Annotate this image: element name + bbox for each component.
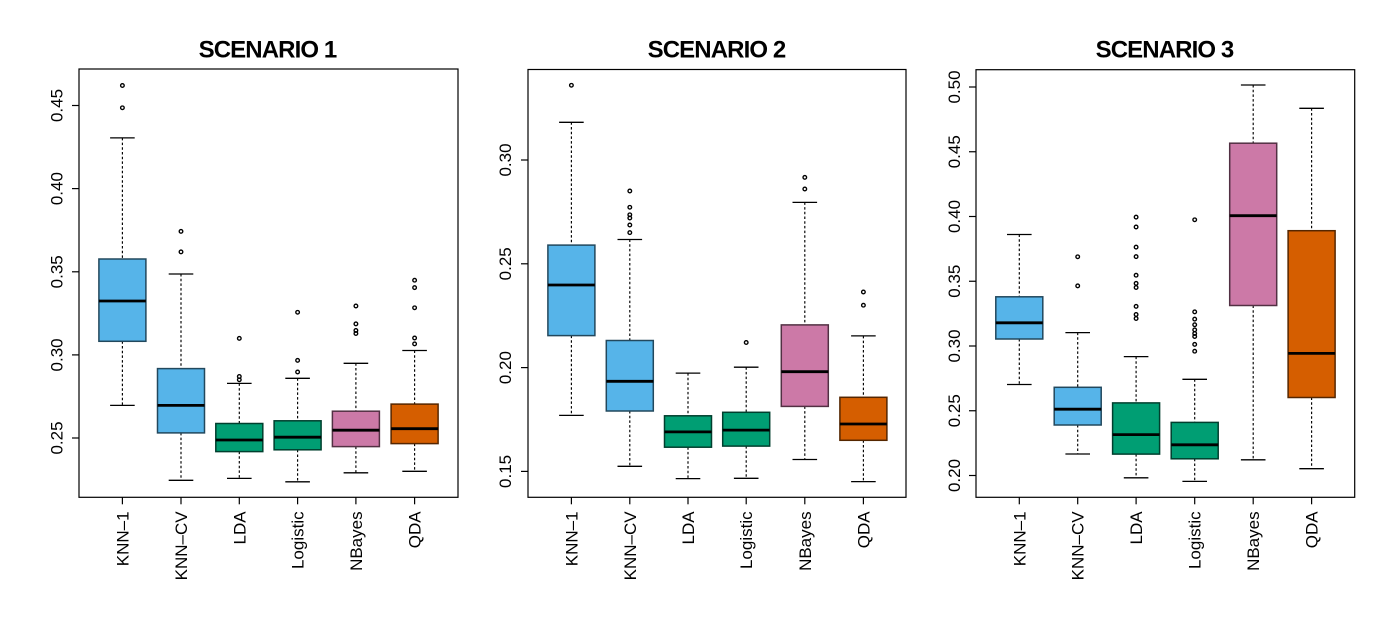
svg-text:0.40: 0.40: [945, 200, 964, 233]
svg-text:0.30: 0.30: [945, 329, 964, 362]
svg-text:0.20: 0.20: [945, 459, 964, 492]
svg-text:SCENARIO 1: SCENARIO 1: [199, 37, 337, 64]
svg-text:SCENARIO 2: SCENARIO 2: [648, 37, 786, 64]
svg-text:0.15: 0.15: [496, 455, 515, 488]
svg-text:Logistic: Logistic: [737, 511, 756, 569]
svg-text:LDA: LDA: [1127, 511, 1146, 545]
svg-text:LDA: LDA: [679, 511, 698, 545]
svg-text:0.30: 0.30: [48, 338, 67, 371]
svg-text:0.40: 0.40: [48, 172, 67, 205]
svg-text:SCENARIO 3: SCENARIO 3: [1096, 37, 1234, 64]
svg-text:Logistic: Logistic: [289, 511, 308, 569]
svg-text:KNN–1: KNN–1: [1010, 511, 1029, 566]
svg-text:NBayes: NBayes: [796, 511, 815, 571]
svg-text:0.20: 0.20: [496, 351, 515, 384]
svg-text:QDA: QDA: [854, 511, 873, 549]
svg-text:0.35: 0.35: [945, 265, 964, 298]
svg-text:QDA: QDA: [406, 511, 425, 549]
svg-text:KNN–1: KNN–1: [562, 511, 581, 566]
svg-text:0.25: 0.25: [945, 394, 964, 427]
svg-text:0.25: 0.25: [496, 247, 515, 280]
svg-text:0.45: 0.45: [48, 89, 67, 122]
svg-text:0.45: 0.45: [945, 135, 964, 168]
svg-text:NBayes: NBayes: [1244, 511, 1263, 571]
svg-text:Logistic: Logistic: [1186, 511, 1205, 569]
svg-text:KNN–CV: KNN–CV: [172, 511, 191, 581]
svg-text:KNN–CV: KNN–CV: [621, 511, 640, 581]
svg-text:0.50: 0.50: [945, 70, 964, 103]
svg-text:0.30: 0.30: [496, 143, 515, 176]
svg-text:0.25: 0.25: [48, 421, 67, 454]
svg-text:LDA: LDA: [230, 511, 249, 545]
svg-text:QDA: QDA: [1303, 511, 1322, 549]
svg-text:KNN–CV: KNN–CV: [1069, 511, 1088, 581]
svg-text:NBayes: NBayes: [347, 511, 366, 571]
svg-text:KNN–1: KNN–1: [113, 511, 132, 566]
svg-text:0.35: 0.35: [48, 255, 67, 288]
